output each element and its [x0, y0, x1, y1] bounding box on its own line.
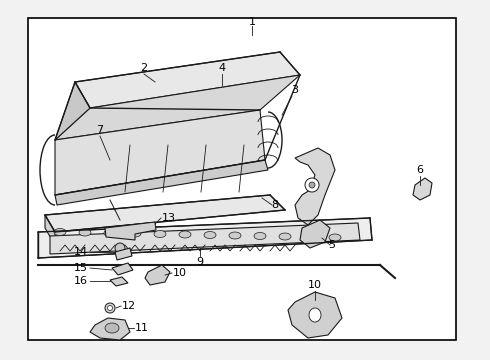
Polygon shape — [45, 215, 55, 245]
Ellipse shape — [204, 231, 216, 239]
Polygon shape — [90, 318, 130, 340]
Text: 7: 7 — [97, 125, 103, 135]
Ellipse shape — [179, 231, 191, 238]
Text: 10: 10 — [308, 280, 322, 290]
Text: 13: 13 — [162, 213, 176, 223]
Text: 6: 6 — [416, 165, 423, 175]
Text: 12: 12 — [122, 301, 136, 311]
Text: 5: 5 — [328, 240, 336, 250]
Ellipse shape — [305, 178, 319, 192]
Ellipse shape — [79, 229, 91, 236]
Text: 10: 10 — [173, 268, 187, 278]
Polygon shape — [115, 248, 132, 260]
Circle shape — [115, 243, 125, 253]
Ellipse shape — [254, 233, 266, 239]
Polygon shape — [413, 178, 432, 200]
Bar — [28, 18, 456, 340]
Text: 15: 15 — [74, 263, 88, 273]
Polygon shape — [45, 195, 285, 232]
Polygon shape — [38, 218, 372, 258]
Polygon shape — [300, 220, 330, 248]
Polygon shape — [55, 160, 268, 205]
Ellipse shape — [229, 232, 241, 239]
Text: 16: 16 — [74, 276, 88, 286]
Polygon shape — [112, 263, 133, 275]
Text: 1: 1 — [248, 17, 255, 27]
Ellipse shape — [154, 230, 166, 238]
Ellipse shape — [105, 323, 119, 333]
Text: 9: 9 — [196, 257, 203, 267]
Ellipse shape — [104, 230, 116, 237]
Ellipse shape — [54, 229, 66, 235]
Ellipse shape — [329, 234, 341, 241]
Ellipse shape — [129, 230, 141, 237]
Ellipse shape — [279, 233, 291, 240]
Text: 2: 2 — [141, 63, 147, 73]
Polygon shape — [288, 292, 342, 338]
Polygon shape — [75, 52, 300, 108]
Text: 3: 3 — [292, 85, 298, 95]
Text: 14: 14 — [74, 247, 88, 257]
Polygon shape — [295, 148, 335, 225]
Polygon shape — [55, 75, 300, 140]
Text: 4: 4 — [219, 63, 225, 73]
Ellipse shape — [309, 182, 315, 188]
Polygon shape — [50, 223, 360, 254]
Ellipse shape — [105, 303, 115, 313]
Text: 8: 8 — [271, 200, 278, 210]
Ellipse shape — [309, 308, 321, 322]
Ellipse shape — [107, 306, 113, 310]
Ellipse shape — [304, 234, 316, 240]
Polygon shape — [55, 110, 265, 195]
Polygon shape — [105, 222, 156, 240]
Polygon shape — [145, 265, 170, 285]
Polygon shape — [55, 82, 90, 140]
Text: 11: 11 — [135, 323, 149, 333]
Polygon shape — [110, 277, 128, 286]
